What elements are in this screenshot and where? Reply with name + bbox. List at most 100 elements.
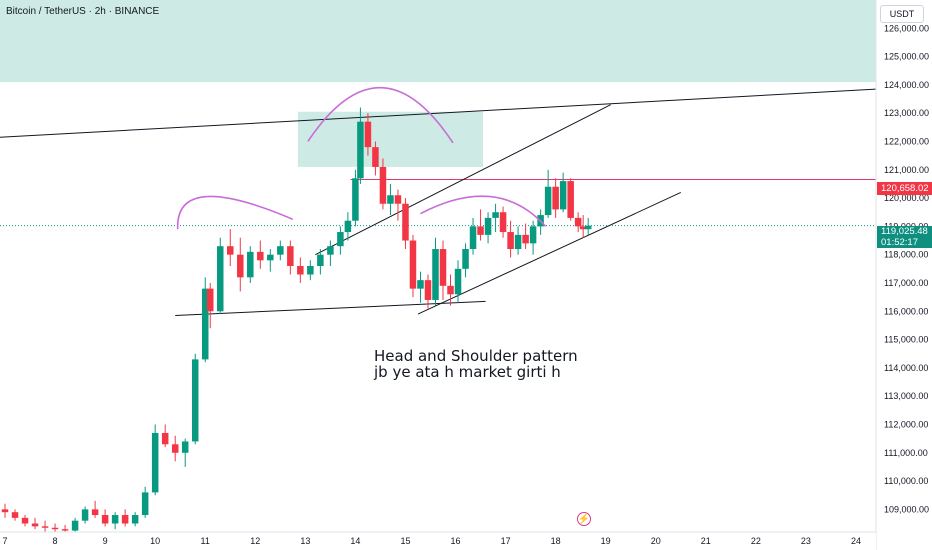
y-tick-label: 111,000.00 <box>884 448 928 458</box>
candle <box>31 523 39 527</box>
last-price-tag: 119,025.48 01:52:17 <box>877 226 932 248</box>
annotation-line-2: jb ye ata h market girti h <box>374 363 561 381</box>
candle <box>544 186 552 216</box>
candle <box>1 509 9 513</box>
x-tick-label: 13 <box>300 536 310 546</box>
candle <box>201 288 209 360</box>
x-tick-label: 21 <box>701 536 711 546</box>
y-tick-label: 110,000.00 <box>884 476 928 486</box>
candle <box>307 266 314 275</box>
y-tick-label: 122,000.00 <box>884 136 929 146</box>
candle <box>237 254 244 278</box>
candle <box>287 246 294 266</box>
y-tick-label: 114,000.00 <box>884 363 928 373</box>
y-tick-label: 125,000.00 <box>884 52 929 62</box>
candle <box>317 254 324 266</box>
x-tick-label: 20 <box>651 536 661 546</box>
x-tick-label: 11 <box>201 536 210 546</box>
y-tick-label: 117,000.00 <box>884 278 928 288</box>
time-axis-bg <box>0 532 876 550</box>
shoulder-arc-0 <box>176 195 294 230</box>
candle <box>372 147 379 167</box>
trendline-3 <box>417 191 681 315</box>
candle <box>357 121 364 179</box>
candle <box>101 515 109 524</box>
candle <box>387 195 394 204</box>
y-tick-label: 116,000.00 <box>884 306 928 316</box>
candle <box>21 517 29 524</box>
candle <box>111 515 119 524</box>
candle <box>227 246 234 255</box>
candle <box>579 226 587 230</box>
x-tick-label: 17 <box>501 536 511 546</box>
x-tick-label: 8 <box>53 536 58 546</box>
candle <box>529 226 537 244</box>
supply-zone-1 <box>297 111 484 167</box>
price-axis-bg <box>876 0 932 550</box>
x-tick-label: 19 <box>601 536 611 546</box>
candle <box>514 234 522 250</box>
y-tick-label: 123,000.00 <box>884 108 929 118</box>
candle <box>91 509 99 516</box>
x-tick-label: 23 <box>801 536 811 546</box>
candle <box>424 280 432 300</box>
x-tick-label: 22 <box>751 536 761 546</box>
candle <box>247 251 254 278</box>
x-tick-label: 9 <box>103 536 108 546</box>
x-tick-label: 12 <box>250 536 260 546</box>
y-tick-label: 118,000.00 <box>884 250 928 260</box>
trendline-2 <box>315 104 611 256</box>
candle <box>206 288 214 312</box>
candle <box>81 509 89 521</box>
candle <box>267 254 274 261</box>
x-tick-label: 10 <box>150 536 160 546</box>
x-tick-label: 15 <box>400 536 410 546</box>
candle <box>394 195 402 204</box>
countdown-timer: 01:52:17 <box>881 237 918 248</box>
candle <box>257 251 264 261</box>
candle <box>567 181 574 218</box>
candle <box>297 266 304 275</box>
candle <box>131 515 139 524</box>
y-tick-label: 121,000.00 <box>884 165 929 175</box>
y-tick-label: 115,000.00 <box>884 335 928 345</box>
candle <box>216 246 224 312</box>
trendline-1 <box>175 300 486 317</box>
candle <box>402 203 409 241</box>
candle <box>337 232 344 247</box>
x-tick-label: 7 <box>2 536 7 546</box>
currency-selector[interactable]: USDT <box>880 5 924 23</box>
y-tick-label: 120,000.00 <box>884 193 929 203</box>
candle <box>51 527 59 530</box>
candle <box>454 268 462 295</box>
trendline-0 <box>0 88 877 138</box>
candle <box>141 492 149 516</box>
annotation-line-1: Head and Shoulder pattern <box>374 347 578 365</box>
y-tick-label: 109,000.00 <box>884 504 929 514</box>
candle <box>477 226 484 235</box>
candle <box>364 121 372 148</box>
y-tick-label: 113,000.00 <box>884 391 928 401</box>
y-tick-label: 124,000.00 <box>884 80 929 90</box>
candle <box>171 444 179 453</box>
lightning-icon[interactable]: ⚡ <box>577 512 591 526</box>
y-tick-label: 112,000.00 <box>884 419 928 429</box>
x-tick-label: 16 <box>451 536 461 546</box>
candle <box>327 246 334 255</box>
supply-zone-0 <box>0 0 876 83</box>
candle <box>191 359 199 442</box>
shoulder-arc-2 <box>420 195 547 227</box>
candle <box>352 178 359 221</box>
shoulder-arc-1 <box>307 87 454 144</box>
candle <box>584 225 592 230</box>
candle <box>61 529 69 531</box>
candle <box>151 432 159 493</box>
chart-title: Bitcoin / TetherUS · 2h · BINANCE <box>6 6 160 17</box>
candle <box>277 246 284 255</box>
candle <box>447 285 454 295</box>
candle <box>11 512 19 518</box>
candle <box>462 249 469 269</box>
candle <box>71 520 79 531</box>
x-tick-label: 18 <box>551 536 561 546</box>
